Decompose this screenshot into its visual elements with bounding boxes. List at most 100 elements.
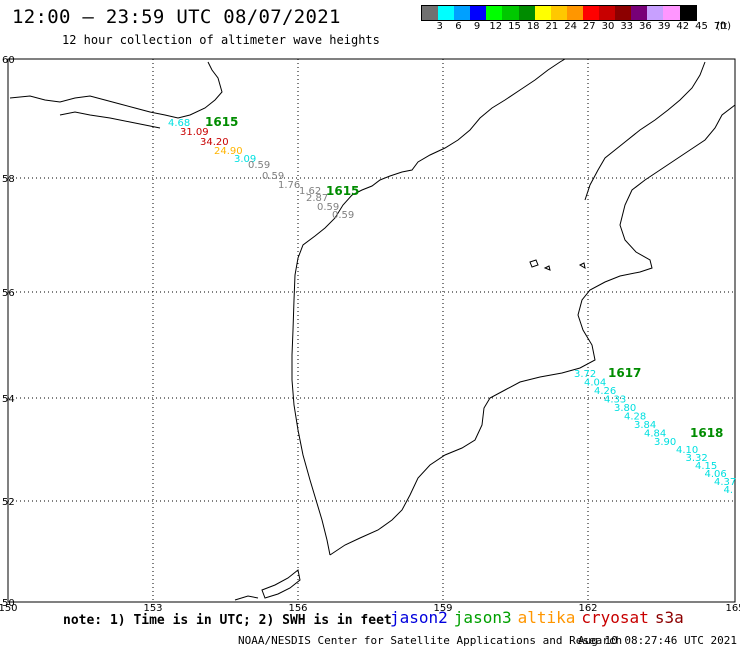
- wave-height-value: 0.59: [332, 210, 354, 221]
- pass-1615: 1615: [326, 184, 359, 198]
- wave-height-value: 4.15: [695, 461, 717, 472]
- pass-time-label: 1618: [690, 426, 723, 440]
- color-scale-label: 39: [657, 21, 671, 32]
- lat-tick-label: 52: [2, 497, 15, 508]
- lat-tick-label: 58: [2, 174, 15, 185]
- color-swatch: [438, 6, 455, 20]
- pass-1615: 16154.6831.0934.2024.903.090.590.591.761…: [168, 115, 354, 221]
- color-swatch: [663, 6, 680, 20]
- color-scale-label: 45: [695, 21, 708, 32]
- wave-height-value: 3.72: [574, 369, 596, 380]
- pass-1618: 1618 4.103.324.154.064.374.: [676, 426, 736, 496]
- lat-lon-grid: [8, 59, 735, 602]
- color-scale-label: 3: [436, 21, 443, 32]
- wave-height-value: 1.62: [299, 186, 321, 197]
- color-scale-label: 33: [620, 21, 634, 32]
- color-scale-label: 70: [713, 21, 727, 32]
- color-swatch: [599, 6, 616, 20]
- wave-height-value: 4.26: [594, 386, 616, 397]
- lon-tick-label: 162: [578, 603, 597, 614]
- color-swatch: [534, 6, 551, 20]
- wave-height-value: 3.80: [614, 403, 636, 414]
- wave-height-value: 4.04: [584, 378, 606, 389]
- color-scale-label: 15: [508, 21, 521, 32]
- lon-tick-label: 165: [725, 603, 740, 614]
- color-scale-label: 24: [564, 21, 577, 32]
- lat-tick-label: 54: [2, 394, 15, 405]
- wave-height-value: 3.90: [654, 437, 676, 448]
- wave-height-value: 4.68: [168, 118, 190, 129]
- color-swatch: [615, 6, 632, 20]
- color-swatch: [631, 6, 648, 20]
- lon-tick-label: 153: [143, 603, 162, 614]
- wave-height-value: 4.: [724, 485, 734, 496]
- satellite-name: jason3: [453, 608, 512, 627]
- wave-height-value: 3.84: [634, 420, 656, 431]
- coastline: [9, 58, 736, 601]
- wave-height-value: 1.76: [278, 180, 300, 191]
- satellite-name: jason2: [390, 608, 448, 627]
- wave-height-value: 31.09: [180, 127, 209, 138]
- color-scale-label: 21: [545, 21, 559, 32]
- color-scale-labels: 3 6 9 12 15 18 21 24 27 30 33 36 39 42 45 70: [421, 21, 739, 33]
- wave-height-value: 0.59: [262, 171, 284, 182]
- wave-height-value: 4.33: [604, 395, 626, 406]
- color-scale-label: 18: [526, 21, 540, 32]
- wave-height-value: 2.87: [306, 193, 328, 204]
- wave-height-value: 4.10: [676, 445, 698, 456]
- color-swatch: [502, 6, 519, 20]
- color-swatch: [454, 6, 471, 20]
- axis-tick-labels: 150 153 156 159 162 165 60 58 56 54 52 50: [0, 55, 740, 614]
- satellite-passes: 16154.6831.0934.2024.903.090.590.591.761…: [168, 115, 736, 496]
- wave-height-value: 24.90: [214, 146, 243, 157]
- color-swatch: [566, 6, 583, 20]
- satellite-name: s3a: [654, 608, 684, 627]
- pass-1617: 1617 3.724.044.264.333.804.283.844.843.90: [574, 366, 676, 448]
- color-swatch: [679, 6, 696, 20]
- satellite-name: altika: [517, 608, 576, 627]
- wave-height-value: 3.32: [686, 453, 708, 464]
- color-scale-label: 30: [601, 21, 615, 32]
- satellite-legend: jason2 jason3 altika cryosat s3a: [390, 608, 690, 627]
- color-swatch: [470, 6, 487, 20]
- footer-credit: NOAA/NESDIS Center for Satellite Applica…: [238, 634, 623, 647]
- wave-height-value: 0.59: [248, 160, 270, 171]
- color-swatch: [486, 6, 503, 20]
- pass-time-label: 1615: [205, 115, 238, 129]
- wave-height-value: 4.37: [714, 477, 736, 488]
- footer-note: note: 1) Time is in UTC; 2) SWH is in fe…: [63, 613, 392, 628]
- color-swatch: [518, 6, 535, 20]
- lon-tick-label: 159: [433, 603, 452, 614]
- lat-tick-label: 50: [2, 598, 15, 609]
- lon-tick-label: 156: [288, 603, 307, 614]
- color-scale-label: 12: [489, 21, 503, 32]
- map-frame: [7, 58, 736, 603]
- wave-height-value: 0.59: [317, 202, 339, 213]
- footer-timestamp: Aug 10 08:27:46 UTC 2021: [578, 634, 737, 647]
- color-swatch: [582, 6, 600, 20]
- pass-time-label: 1617: [608, 366, 641, 380]
- wave-height-value: 3.09: [234, 154, 256, 165]
- wave-height-value: 34.20: [200, 137, 229, 148]
- color-scale-label: 9: [473, 21, 481, 32]
- wave-height-value: 4.84: [644, 429, 666, 440]
- color-scale-label: 42: [676, 21, 690, 32]
- map-subtitle: 12 hour collection of altimeter wave hei…: [62, 33, 380, 47]
- map-title: 12:00 — 23:59 UTC 08/07/2021: [12, 6, 341, 28]
- pass-time-label: 1615: [326, 184, 359, 198]
- color-swatch: [550, 6, 567, 20]
- wave-height-value: 4.06: [705, 469, 727, 480]
- color-scale-label: 27: [582, 21, 596, 32]
- wave-height-color-scale: [421, 5, 697, 21]
- color-scale-label: 36: [639, 21, 652, 32]
- satellite-name: cryosat: [581, 608, 649, 627]
- lat-tick-label: 56: [2, 288, 15, 299]
- color-scale-unit: (ft): [716, 21, 732, 32]
- color-swatch: [422, 6, 439, 20]
- color-swatch: [647, 6, 664, 20]
- color-scale-label: 6: [455, 21, 462, 32]
- wave-height-value: 4.28: [624, 412, 646, 423]
- lon-tick-label: 150: [0, 603, 18, 614]
- lat-tick-label: 60: [2, 55, 15, 66]
